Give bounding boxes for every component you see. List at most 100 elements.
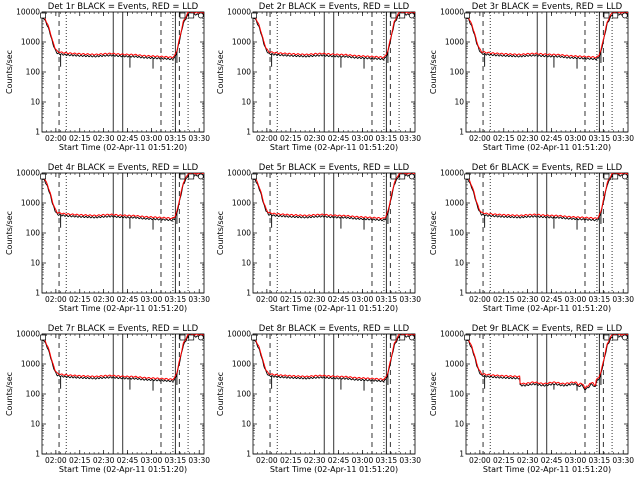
x-tick-label: 03:30 bbox=[399, 134, 421, 143]
x-tick-label: 02:15 bbox=[280, 456, 302, 465]
marker-box bbox=[179, 334, 186, 341]
panel-title: Det 9r BLACK = Events, RED = LLD bbox=[472, 324, 623, 334]
marker-box bbox=[188, 173, 195, 180]
marker-box bbox=[390, 12, 397, 19]
marker-box bbox=[251, 12, 257, 19]
x-tick-label: 02:00 bbox=[469, 295, 491, 304]
y-tick-label: 10 bbox=[30, 420, 40, 429]
y-axis-label: Counts/sec bbox=[216, 211, 225, 255]
y-axis-label: Counts/sec bbox=[429, 372, 438, 416]
chart-panel-3: Det 3r BLACK = Events, RED = LLD 1 10 100 10… bbox=[429, 2, 634, 152]
x-tick-label: 02:00 bbox=[256, 456, 278, 465]
y-tick-label: 1 bbox=[246, 128, 251, 137]
y-tick-label: 100 bbox=[26, 390, 41, 399]
x-tick-label: 02:45 bbox=[541, 295, 563, 304]
chart-panel-1: Det 1r BLACK = Events, RED = LLD 1 10 100 10… bbox=[5, 2, 210, 152]
chart-panel-8: Det 8r BLACK = Events, RED = LLD 1 10 100 10… bbox=[216, 324, 421, 474]
x-axis-label: Start Time (02-Apr-11 01:51:20) bbox=[270, 304, 398, 313]
y-tick-label: 100 bbox=[237, 68, 252, 77]
marker-circle bbox=[408, 334, 415, 341]
y-tick-label: 1000 bbox=[21, 38, 40, 47]
marker-box bbox=[399, 334, 406, 341]
y-tick-label: 1000 bbox=[21, 199, 40, 208]
x-tick-label: 02:45 bbox=[117, 134, 139, 143]
x-tick-label: 02:45 bbox=[541, 134, 563, 143]
x-tick-label: 02:30 bbox=[304, 295, 326, 304]
marker-box bbox=[612, 173, 619, 180]
y-tick-label: 1 bbox=[459, 450, 464, 459]
x-tick-label: 02:45 bbox=[328, 456, 350, 465]
x-tick-label: 03:15 bbox=[165, 295, 187, 304]
x-tick-label: 03:30 bbox=[612, 295, 634, 304]
y-tick-label: 1000 bbox=[445, 360, 464, 369]
x-tick-label: 02:00 bbox=[469, 456, 491, 465]
panel-title: Det 3r BLACK = Events, RED = LLD bbox=[472, 2, 623, 12]
lld-series-line bbox=[42, 173, 204, 220]
chart-panel-5: Det 5r BLACK = Events, RED = LLD 1 10 100 10… bbox=[216, 163, 421, 313]
plot-data bbox=[253, 334, 415, 454]
x-tick-label: 02:00 bbox=[45, 456, 67, 465]
marker-box bbox=[612, 334, 619, 341]
y-tick-label: 100 bbox=[26, 68, 41, 77]
marker-box bbox=[399, 173, 406, 180]
lld-series-line bbox=[253, 173, 415, 220]
x-tick-label: 02:45 bbox=[117, 295, 139, 304]
x-tick-label: 02:45 bbox=[541, 456, 563, 465]
marker-circle bbox=[197, 334, 204, 341]
marker-circle bbox=[408, 173, 415, 180]
marker-box bbox=[390, 173, 397, 180]
y-axis-label: Counts/sec bbox=[429, 211, 438, 255]
lld-series-line bbox=[42, 334, 204, 381]
panel-title: Det 7r BLACK = Events, RED = LLD bbox=[48, 324, 199, 334]
x-tick-label: 03:15 bbox=[589, 134, 611, 143]
y-axis-label: Counts/sec bbox=[5, 372, 14, 416]
x-tick-label: 02:30 bbox=[517, 134, 539, 143]
y-tick-label: 1000 bbox=[445, 38, 464, 47]
panel-title: Det 1r BLACK = Events, RED = LLD bbox=[48, 2, 199, 12]
y-axis-label: Counts/sec bbox=[5, 211, 14, 255]
x-tick-label: 03:30 bbox=[612, 134, 634, 143]
marker-box bbox=[464, 12, 470, 19]
x-tick-label: 02:30 bbox=[93, 134, 115, 143]
panel-title: Det 6r BLACK = Events, RED = LLD bbox=[472, 163, 623, 173]
plot-data bbox=[466, 12, 628, 132]
x-tick-label: 02:00 bbox=[45, 295, 67, 304]
y-tick-label: 100 bbox=[450, 229, 465, 238]
marker-box bbox=[390, 334, 397, 341]
x-axis-label: Start Time (02-Apr-11 01:51:20) bbox=[59, 304, 187, 313]
chart-panel-4: Det 4r BLACK = Events, RED = LLD 1 10 100 10… bbox=[5, 163, 210, 313]
x-tick-label: 02:00 bbox=[256, 134, 278, 143]
y-tick-label: 1000 bbox=[445, 199, 464, 208]
x-tick-label: 03:00 bbox=[565, 134, 587, 143]
lld-series-line bbox=[466, 334, 628, 389]
x-tick-label: 02:45 bbox=[328, 295, 350, 304]
x-tick-label: 03:15 bbox=[165, 456, 187, 465]
y-tick-label: 10 bbox=[30, 259, 40, 268]
y-tick-label: 10000 bbox=[227, 8, 251, 17]
x-tick-label: 03:00 bbox=[352, 456, 374, 465]
x-tick-label: 02:30 bbox=[93, 456, 115, 465]
y-tick-label: 10000 bbox=[227, 169, 251, 178]
y-tick-label: 1 bbox=[246, 289, 251, 298]
x-tick-label: 03:00 bbox=[141, 456, 163, 465]
y-tick-label: 100 bbox=[450, 68, 465, 77]
y-tick-label: 1 bbox=[459, 128, 464, 137]
y-tick-label: 10 bbox=[241, 259, 251, 268]
y-tick-label: 1000 bbox=[232, 360, 251, 369]
y-tick-label: 1 bbox=[35, 450, 40, 459]
y-tick-label: 1 bbox=[35, 289, 40, 298]
events-series-line bbox=[42, 174, 204, 222]
x-tick-label: 03:15 bbox=[589, 295, 611, 304]
y-tick-label: 10000 bbox=[440, 169, 464, 178]
y-tick-label: 10 bbox=[454, 98, 464, 107]
marker-box bbox=[179, 12, 186, 19]
y-tick-label: 10 bbox=[241, 98, 251, 107]
marker-box bbox=[40, 334, 46, 341]
x-tick-label: 03:00 bbox=[352, 134, 374, 143]
events-series-line bbox=[42, 335, 204, 383]
y-tick-label: 10 bbox=[241, 420, 251, 429]
y-tick-label: 10 bbox=[30, 98, 40, 107]
marker-box bbox=[40, 12, 46, 19]
x-tick-label: 02:30 bbox=[304, 134, 326, 143]
marker-box bbox=[603, 334, 610, 341]
